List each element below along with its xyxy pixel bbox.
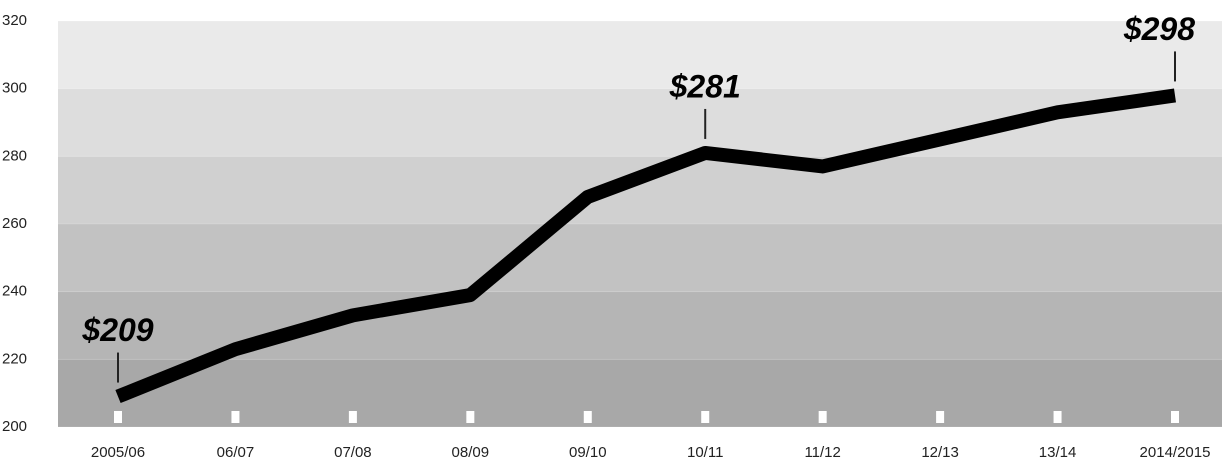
y-tick-label: 260 [2, 215, 27, 232]
x-tick-mark [231, 411, 240, 423]
data-line [115, 88, 1176, 404]
x-tick-label: 13/14 [1039, 444, 1077, 461]
grid-band [58, 21, 1222, 89]
x-tick-label: 09/10 [569, 444, 607, 461]
y-tick-label: 300 [2, 80, 27, 97]
x-tick-mark [701, 411, 710, 423]
x-tick-mark [818, 411, 827, 423]
x-tick-label: 11/12 [804, 444, 840, 461]
grid-band [58, 156, 1222, 224]
x-tick-label: 2005/06 [91, 444, 145, 461]
x-tick-mark [114, 411, 122, 423]
grid-band [58, 359, 1222, 427]
x-tick-mark [583, 411, 592, 423]
y-tick-label: 280 [2, 147, 27, 164]
y-tick-label: 220 [2, 350, 27, 367]
x-tick-label: 10/11 [687, 444, 723, 461]
x-tick-label: 06/07 [217, 444, 255, 461]
data-label: $209 [81, 312, 153, 348]
x-tick-label: 12/13 [921, 444, 959, 461]
data-label: $281 [669, 68, 741, 104]
y-tick-label: 240 [2, 283, 27, 300]
grid-band [58, 224, 1222, 292]
grid-band [58, 88, 1222, 157]
x-tick-mark [348, 411, 357, 423]
x-tick-mark [936, 411, 945, 423]
x-tick-mark [466, 411, 475, 423]
y-tick-label: 320 [2, 12, 27, 29]
x-tick-mark [1053, 411, 1062, 423]
x-tick-label: 08/09 [452, 444, 490, 461]
x-tick-label: 07/08 [334, 444, 372, 461]
x-tick-mark [1171, 411, 1179, 423]
data-label: $298 [1123, 11, 1195, 47]
y-tick-label: 200 [2, 418, 27, 435]
x-tick-label: 2014/2015 [1140, 444, 1211, 461]
